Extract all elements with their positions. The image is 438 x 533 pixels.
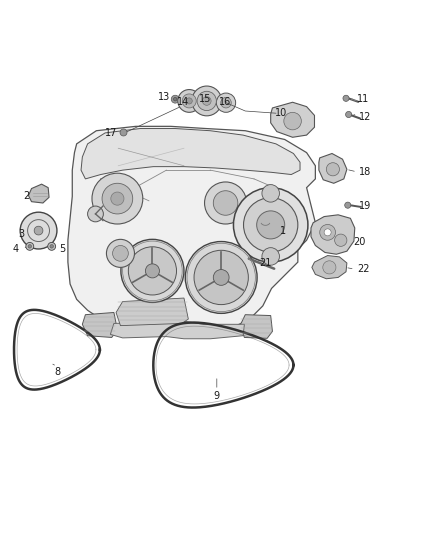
- Circle shape: [335, 234, 347, 246]
- Polygon shape: [110, 321, 244, 339]
- Text: 21: 21: [260, 258, 272, 268]
- Text: 9: 9: [214, 391, 220, 401]
- Circle shape: [257, 211, 285, 239]
- Circle shape: [284, 112, 301, 130]
- Circle shape: [233, 188, 308, 262]
- Text: 13: 13: [158, 92, 170, 102]
- Circle shape: [111, 192, 124, 205]
- Text: 3: 3: [18, 229, 25, 239]
- Circle shape: [28, 245, 32, 248]
- Text: 5: 5: [59, 244, 65, 254]
- Text: 2: 2: [24, 191, 30, 201]
- Polygon shape: [116, 298, 188, 326]
- Circle shape: [113, 246, 128, 261]
- Circle shape: [173, 98, 177, 101]
- Circle shape: [216, 93, 236, 112]
- Circle shape: [34, 226, 43, 235]
- Circle shape: [20, 212, 57, 249]
- Text: 22: 22: [357, 264, 370, 274]
- Circle shape: [346, 111, 352, 118]
- Polygon shape: [312, 255, 347, 279]
- Circle shape: [323, 261, 336, 274]
- Circle shape: [182, 94, 196, 108]
- Circle shape: [171, 95, 179, 103]
- Circle shape: [197, 91, 216, 110]
- Text: 8: 8: [54, 367, 60, 377]
- Circle shape: [213, 191, 238, 215]
- Circle shape: [202, 96, 211, 106]
- Circle shape: [205, 182, 247, 224]
- Text: 4: 4: [12, 244, 18, 254]
- Text: 20: 20: [353, 237, 365, 247]
- Polygon shape: [240, 314, 272, 338]
- Circle shape: [186, 98, 192, 104]
- Circle shape: [192, 86, 222, 116]
- Circle shape: [345, 202, 351, 208]
- Polygon shape: [81, 128, 300, 179]
- Text: 10: 10: [275, 108, 287, 118]
- Circle shape: [221, 98, 231, 108]
- Text: 16: 16: [219, 97, 231, 107]
- Circle shape: [88, 206, 103, 222]
- Text: 11: 11: [357, 94, 369, 104]
- Polygon shape: [68, 126, 315, 330]
- Circle shape: [121, 239, 184, 302]
- Text: 18: 18: [359, 167, 371, 177]
- Circle shape: [102, 183, 133, 214]
- Circle shape: [26, 243, 34, 251]
- Polygon shape: [82, 312, 117, 337]
- Circle shape: [185, 241, 257, 313]
- Circle shape: [326, 163, 339, 176]
- Text: 1: 1: [280, 226, 286, 236]
- Polygon shape: [28, 184, 49, 203]
- Text: 12: 12: [359, 112, 371, 122]
- Circle shape: [145, 264, 159, 278]
- Text: 17: 17: [105, 128, 117, 139]
- Circle shape: [343, 95, 349, 101]
- Circle shape: [244, 198, 298, 252]
- Polygon shape: [319, 154, 347, 183]
- Circle shape: [50, 245, 53, 248]
- Circle shape: [128, 247, 177, 295]
- Text: 19: 19: [359, 201, 371, 211]
- Circle shape: [262, 248, 279, 265]
- Circle shape: [262, 184, 279, 202]
- Circle shape: [106, 239, 134, 268]
- Polygon shape: [271, 102, 314, 138]
- Circle shape: [120, 129, 127, 136]
- Circle shape: [213, 270, 229, 285]
- Polygon shape: [311, 215, 355, 254]
- Text: 15: 15: [199, 94, 211, 104]
- Circle shape: [178, 90, 201, 112]
- Circle shape: [320, 224, 336, 240]
- Circle shape: [194, 251, 248, 304]
- Text: 14: 14: [177, 97, 189, 107]
- Circle shape: [324, 229, 331, 236]
- Circle shape: [48, 243, 56, 251]
- Circle shape: [92, 173, 143, 224]
